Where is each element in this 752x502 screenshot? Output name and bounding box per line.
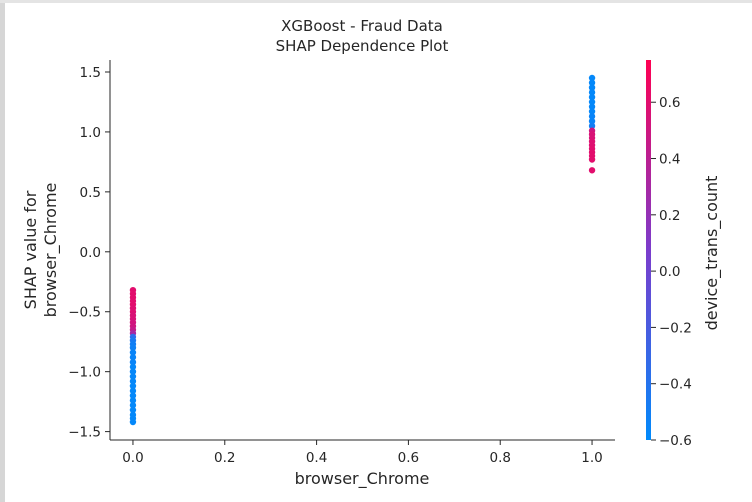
y-axis-ticks: −1.5 −1.0 −0.5 0.0 0.5 1.0 1.5 [68,65,110,441]
chart-subtitle: SHAP Dependence Plot [276,37,449,55]
scatter-point [588,79,596,86]
scatter-point [588,103,596,110]
y-tick-label: 1.0 [80,125,101,141]
scatter-point [129,349,137,356]
x-tick-label: 0.6 [398,450,419,466]
scatter-point [588,167,596,174]
scatter-point [588,108,596,115]
y-tick-label: −0.5 [68,305,101,321]
scatter-point [129,368,137,375]
window-frame-top [0,0,752,3]
x-tick-label: 1.0 [581,450,602,466]
colorbar-tick-label: −0.2 [659,320,692,336]
chart-title: XGBoost - Fraud Data [281,17,443,35]
scatter-point [129,387,137,395]
x-tick-label: 0.4 [306,450,327,466]
y-tick-label: 0.0 [80,245,101,261]
scatter-point [588,113,596,120]
scatter-point [588,156,596,163]
scatter-point [588,89,596,96]
scatter-point [129,378,137,385]
scatter-point [129,358,137,366]
scatter-point [129,373,137,380]
scatter-point [588,74,596,82]
scatter-point [129,402,137,409]
scatter-point [129,406,137,414]
y-axis-label-line2: browser_Chrome [41,183,61,318]
y-tick-label: −1.5 [68,425,101,441]
window-frame-left [0,0,5,502]
scatter-point [129,382,137,390]
y-tick-label: 0.5 [80,185,101,201]
y-tick-label: 1.5 [80,65,101,81]
scatter-point [588,93,596,101]
scatter-point [588,84,596,91]
scatter-point [588,117,596,125]
colorbar-tick-label: 0.2 [659,208,680,224]
x-axis-ticks: 0.0 0.2 0.4 0.6 0.8 1.0 [122,440,603,466]
colorbar-tick-label: 0.4 [659,152,680,168]
scatter-point [129,418,137,426]
scatter-points [129,74,596,426]
colorbar-tick-label: −0.6 [659,433,692,449]
y-axis-label-line1: SHAP value for [21,190,40,309]
colorbar-label: device_trans_count [702,176,722,331]
scatter-point [588,122,596,130]
scatter-point [129,363,137,371]
colorbar [646,60,651,440]
x-axis-label: browser_Chrome [295,469,430,489]
colorbar-tick-label: 0.6 [659,95,680,111]
scatter-point [129,397,137,404]
colorbar-ticks: −0.6 −0.4 −0.2 0.0 0.2 0.4 0.6 [651,95,692,449]
scatter-point [129,392,137,399]
colorbar-tick-label: 0.0 [659,264,680,280]
colorbar-tick-label: −0.4 [659,377,692,393]
x-tick-label: 0.2 [214,450,235,466]
x-tick-label: 0.0 [122,450,143,466]
scatter-point [129,354,137,361]
x-tick-label: 0.8 [489,450,510,466]
scatter-point [129,344,137,351]
y-tick-label: −1.0 [68,365,101,381]
scatter-point [588,98,596,106]
